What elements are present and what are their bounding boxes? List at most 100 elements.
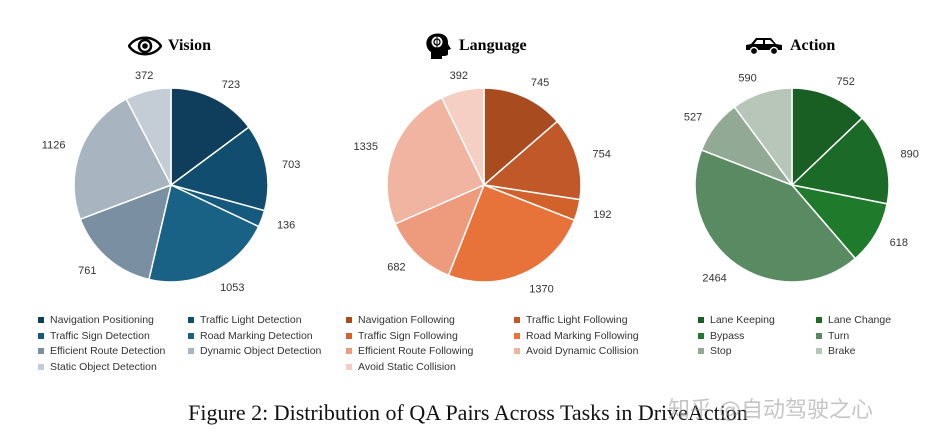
action-slice (733, 87, 793, 188)
action-value-label: 752 (836, 76, 854, 88)
action-legend: Lane Keeping Lane Change Bypass Turn Stop Bra… (698, 314, 918, 378)
legend-swatch (188, 348, 194, 354)
vision-title-text: Vision (168, 37, 211, 54)
legend-label: Traffic Light Detection (200, 314, 302, 326)
action-pie: 752 890 618 2464 527 590 (684, 73, 919, 285)
language-slice (440, 87, 485, 186)
legend-label: Turn (828, 329, 850, 342)
legend-swatch (346, 363, 352, 370)
language-value-label: 682 (387, 261, 405, 273)
vision-legend-item: Traffic Light Detection (188, 314, 302, 326)
action-value-label: 527 (684, 111, 702, 123)
language-value-label: 392 (450, 70, 468, 82)
legend-label: Navigation Positioning (50, 314, 154, 326)
legend-label: Avoid Static Collision (358, 360, 456, 373)
language-legend-item: Road Marking Following (514, 330, 639, 342)
car-icon (746, 38, 782, 56)
action-legend-item: Bypass (698, 330, 744, 342)
legend-swatch (346, 332, 352, 339)
action-slice (791, 87, 864, 187)
language-slice (447, 184, 576, 283)
vision-pie: 723 703 136 1053 761 1126 372 (42, 70, 301, 294)
language-legend-item: Navigation Following (346, 314, 455, 326)
action-legend-item: Lane Change (816, 314, 891, 326)
legend-swatch (514, 332, 520, 339)
vision-title: Vision (128, 33, 211, 59)
vision-value-label: 723 (222, 79, 240, 91)
legend-label: Traffic Light Following (526, 314, 628, 326)
language-legend-item: Avoid Static Collision (346, 361, 456, 373)
legend-label: Bypass (710, 329, 745, 342)
vision-value-label: 761 (78, 265, 96, 277)
action-value-label: 618 (890, 237, 908, 249)
action-value-label: 590 (738, 73, 756, 85)
eye-icon (128, 36, 162, 56)
language-slice (394, 183, 486, 277)
legend-label: Brake (828, 345, 856, 357)
vision-slice (169, 126, 269, 212)
legend-label: Traffic Sign Following (358, 329, 458, 342)
language-value-label: 745 (531, 77, 549, 89)
legend-label: Road Marking Following (526, 329, 639, 342)
action-legend-item: Lane Keeping (698, 314, 775, 326)
legend-label: Lane Keeping (710, 314, 775, 326)
legend-swatch (816, 332, 822, 339)
language-value-label: 1370 (529, 284, 553, 296)
vision-legend: Navigation Positioning Traffic Light Dete… (38, 314, 338, 378)
legend-swatch (698, 317, 704, 323)
language-value-label: 754 (593, 149, 611, 161)
legend-label: Lane Change (828, 314, 892, 326)
language-legend: Navigation Following Traffic Light Follow… (346, 314, 666, 378)
vision-legend-item: Navigation Positioning (38, 314, 154, 326)
vision-value-label: 136 (277, 219, 295, 231)
vision-legend-item: Traffic Sign Detection (38, 330, 150, 342)
legend-label: Avoid Dynamic Collision (526, 345, 639, 357)
vision-legend-item: Dynamic Object Detection (188, 345, 321, 357)
legend-swatch (514, 348, 520, 354)
figure-caption: Figure 2: Distribution of QA Pairs Acros… (188, 400, 748, 425)
action-legend-item: Turn (816, 330, 849, 342)
vision-slice (125, 87, 172, 186)
vision-value-label: 1126 (42, 140, 66, 152)
legend-swatch (188, 332, 194, 339)
language-legend-item: Traffic Sign Following (346, 330, 458, 342)
language-slice (386, 96, 486, 225)
vision-slice (79, 183, 173, 281)
action-title: Action (744, 33, 835, 59)
vision-legend-item: Efficient Route Detection (38, 345, 165, 357)
language-legend-item: Traffic Light Following (514, 314, 628, 326)
language-legend-item: Avoid Dynamic Collision (514, 345, 638, 357)
action-legend-item: Brake (816, 345, 855, 357)
language-slice (483, 87, 559, 187)
language-value-label: 1335 (354, 141, 378, 153)
legend-swatch (38, 348, 44, 354)
watermark-text: 知乎 @自动驾驶之心 (668, 398, 873, 423)
legend-label: Traffic Sign Detection (50, 329, 150, 342)
language-value-label: 192 (593, 209, 611, 221)
vision-slice (73, 97, 173, 221)
language-legend-item: Efficient Route Following (346, 345, 473, 357)
legend-label: Navigation Following (358, 314, 455, 326)
vision-value-label: 703 (282, 159, 300, 171)
legend-swatch (346, 348, 352, 354)
legend-label: Efficient Route Detection (50, 345, 166, 357)
action-value-label: 890 (900, 148, 918, 160)
legend-label: Static Object Detection (50, 360, 157, 373)
vision-legend-item: Static Object Detection (38, 361, 157, 373)
legend-swatch (514, 317, 520, 323)
legend-label: Road Marking Detection (200, 329, 313, 342)
legend-swatch (816, 317, 822, 323)
vision-slice (170, 87, 250, 187)
legend-label: Efficient Route Following (358, 345, 474, 357)
action-slice (790, 116, 890, 205)
language-title: Language (423, 33, 527, 59)
pie-charts: 723 703 136 1053 761 1126 372 745 754 192 1370 682 1… (42, 70, 919, 296)
action-title-text: Action (790, 37, 836, 54)
vision-value-label: 372 (135, 70, 153, 82)
legend-label: Stop (710, 345, 732, 357)
head-brain-icon (426, 33, 451, 59)
legend-swatch (346, 317, 352, 323)
vision-slice (148, 183, 260, 283)
action-slice (694, 149, 857, 283)
